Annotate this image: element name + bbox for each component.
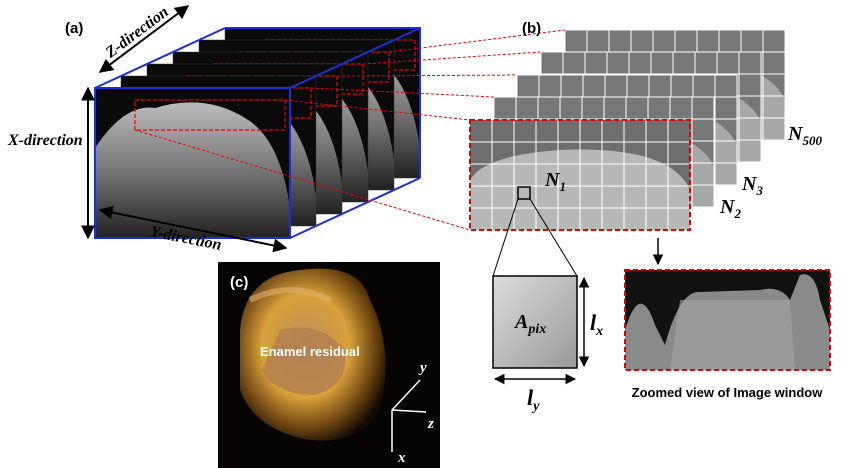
frame-label: N2 [719, 196, 741, 221]
axis-label: z [427, 416, 434, 432]
panel-label: (a) [65, 20, 83, 37]
lx-label: lx [590, 310, 603, 339]
zoomed-image [625, 270, 830, 370]
tooth-image [218, 262, 440, 468]
axis-label: y [418, 360, 427, 376]
z-label: Z-direction [102, 3, 172, 62]
annotation: Enamel residual [260, 344, 360, 359]
oct-slices [95, 28, 420, 238]
zoom-caption: Zoomed view of Image window [632, 385, 824, 400]
frame-label: N500 [787, 123, 822, 148]
panel-label: (c) [230, 274, 248, 291]
frame-label: N3 [741, 173, 763, 198]
figure: (a) Z-direction X-direction Y-direction … [0, 0, 844, 468]
panel-label: (b) [522, 20, 541, 37]
ly-label: ly [527, 385, 540, 414]
axis-label: x [397, 450, 406, 466]
x-label: X-direction [7, 132, 83, 149]
